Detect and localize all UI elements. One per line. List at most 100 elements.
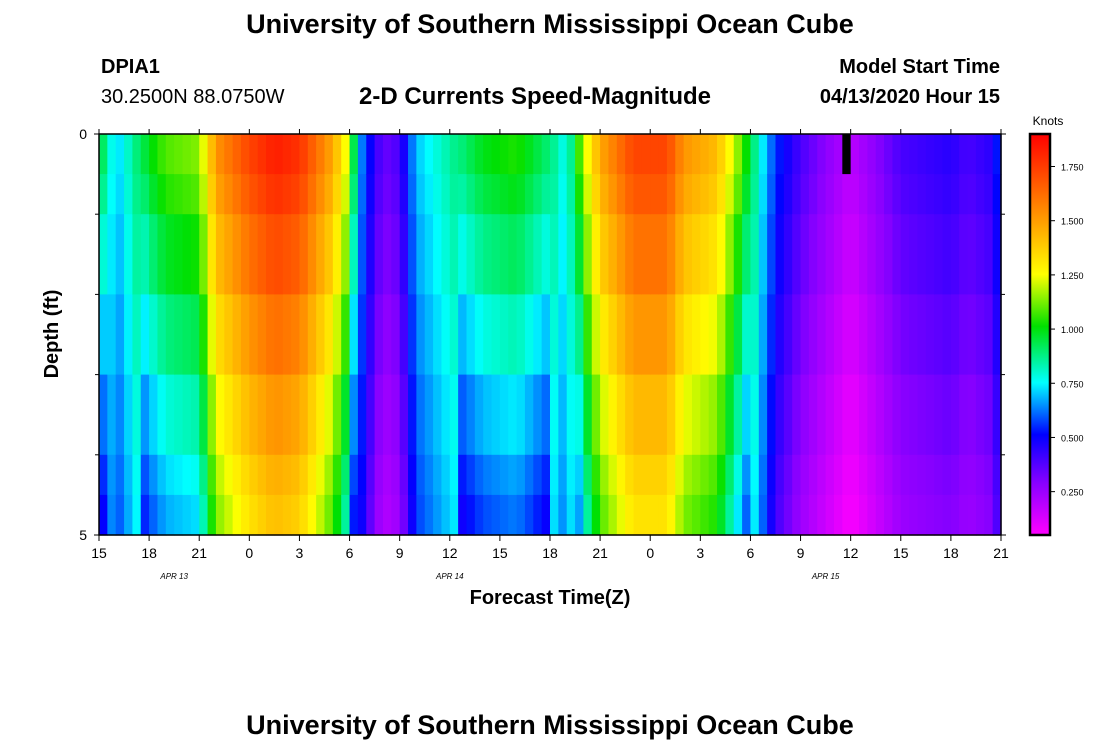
heatmap-cell bbox=[499, 174, 509, 215]
heatmap-cell bbox=[207, 134, 217, 175]
heatmap-cell bbox=[382, 294, 392, 376]
heatmap-cell bbox=[499, 134, 509, 175]
heatmap-cell bbox=[925, 494, 935, 536]
heatmap-cell bbox=[207, 214, 217, 295]
heatmap-cell bbox=[733, 134, 743, 175]
heatmap-cell bbox=[900, 294, 910, 376]
heatmap-cell bbox=[934, 494, 944, 536]
heatmap-cell bbox=[508, 134, 518, 175]
heatmap-cell bbox=[257, 134, 267, 175]
heatmap-cell bbox=[934, 294, 944, 376]
heatmap-cell bbox=[967, 454, 977, 496]
heatmap-cell bbox=[332, 134, 342, 175]
heatmap-cell bbox=[783, 494, 793, 536]
heatmap-cell bbox=[441, 374, 451, 456]
heatmap-cell bbox=[633, 294, 643, 376]
heatmap-cell bbox=[190, 494, 200, 536]
heatmap-cell bbox=[808, 494, 818, 536]
heatmap-cell bbox=[533, 174, 543, 215]
heatmap-cell bbox=[733, 374, 743, 456]
heatmap-cell bbox=[224, 174, 234, 215]
heatmap-cell bbox=[165, 494, 175, 536]
colorbar-tick-label: 0.750 bbox=[1061, 379, 1084, 389]
heatmap-cell bbox=[925, 374, 935, 456]
heatmap-cell bbox=[115, 214, 125, 295]
heatmap-cell bbox=[675, 294, 685, 376]
heatmap-cell bbox=[165, 134, 175, 175]
heatmap-cell bbox=[157, 214, 167, 295]
heatmap-cell bbox=[708, 494, 718, 536]
heatmap-cell bbox=[499, 454, 509, 496]
heatmap-cell bbox=[775, 214, 785, 295]
heatmap-cell bbox=[792, 294, 802, 376]
heatmap-cell bbox=[867, 294, 877, 376]
heatmap-cell bbox=[224, 494, 234, 536]
x-axis-label: Forecast Time(Z) bbox=[470, 587, 631, 609]
heatmap-cell bbox=[165, 294, 175, 376]
heatmap-cell bbox=[441, 494, 451, 536]
heatmap-cell bbox=[508, 454, 518, 496]
heatmap-cell bbox=[366, 134, 376, 175]
heatmap-cell bbox=[909, 214, 919, 295]
heatmap-cell bbox=[99, 134, 108, 175]
heatmap-cell bbox=[224, 454, 234, 496]
heatmap-cell bbox=[291, 454, 301, 496]
heatmap-cell bbox=[550, 494, 559, 536]
heatmap-cell bbox=[917, 134, 927, 175]
heatmap-cell bbox=[600, 494, 610, 536]
heatmap-cell bbox=[658, 494, 668, 536]
heatmap-cell bbox=[99, 374, 108, 456]
heatmap-cell bbox=[641, 454, 651, 496]
heatmap-cell bbox=[215, 374, 225, 456]
heatmap-cell bbox=[491, 214, 501, 295]
heatmap-cell bbox=[583, 494, 593, 536]
heatmap-cell bbox=[591, 494, 601, 536]
heatmap-cell bbox=[124, 494, 134, 536]
x-tick-label: 15 bbox=[492, 545, 508, 561]
model-start-label: Model Start Time bbox=[839, 56, 1000, 78]
heatmap-cell bbox=[508, 214, 518, 295]
heatmap-cell bbox=[316, 134, 326, 175]
heatmap-cell bbox=[508, 294, 518, 376]
heatmap-cell bbox=[249, 294, 259, 376]
heatmap-cell bbox=[867, 134, 877, 175]
heatmap-cell bbox=[942, 374, 952, 456]
heatmap-cell bbox=[458, 374, 468, 456]
x-tick-label: 18 bbox=[141, 545, 157, 561]
heatmap-cell bbox=[491, 494, 501, 536]
heatmap-cell bbox=[909, 134, 919, 175]
heatmap-cell bbox=[550, 454, 559, 496]
heatmap-cell bbox=[115, 294, 125, 376]
heatmap-cell bbox=[332, 294, 342, 376]
colorbar-tick-label: 0.500 bbox=[1061, 433, 1084, 443]
heatmap-cell bbox=[124, 374, 134, 456]
heatmap-cell bbox=[416, 174, 426, 215]
heatmap-cell bbox=[458, 454, 468, 496]
heatmap-cell bbox=[466, 374, 476, 456]
heatmap-cell bbox=[691, 134, 701, 175]
heatmap-cell bbox=[324, 294, 334, 376]
heatmap-cell bbox=[399, 454, 409, 496]
heatmap-cell bbox=[817, 374, 827, 456]
heatmap-cell bbox=[140, 494, 150, 536]
footer-title: University of Southern Mississippi Ocean… bbox=[246, 710, 854, 740]
heatmap-cell bbox=[850, 134, 860, 175]
heatmap-cell bbox=[299, 494, 309, 536]
heatmap-cell bbox=[140, 374, 150, 456]
heatmap-cell bbox=[541, 214, 551, 295]
heatmap-cell bbox=[399, 174, 409, 215]
heatmap-cell bbox=[925, 294, 935, 376]
heatmap-cell bbox=[232, 374, 242, 456]
heatmap-cell bbox=[215, 214, 225, 295]
heatmap-cell bbox=[115, 174, 125, 215]
heatmap-cell bbox=[867, 454, 877, 496]
heatmap-cell bbox=[324, 134, 334, 175]
heatmap-cell bbox=[800, 214, 810, 295]
heatmap-cell bbox=[900, 454, 910, 496]
heatmap-cell bbox=[316, 294, 326, 376]
x-tick-label: 0 bbox=[245, 545, 253, 561]
heatmap-cell bbox=[675, 374, 685, 456]
heatmap-cell bbox=[324, 214, 334, 295]
heatmap-cell bbox=[641, 374, 651, 456]
heatmap-cell bbox=[458, 214, 468, 295]
